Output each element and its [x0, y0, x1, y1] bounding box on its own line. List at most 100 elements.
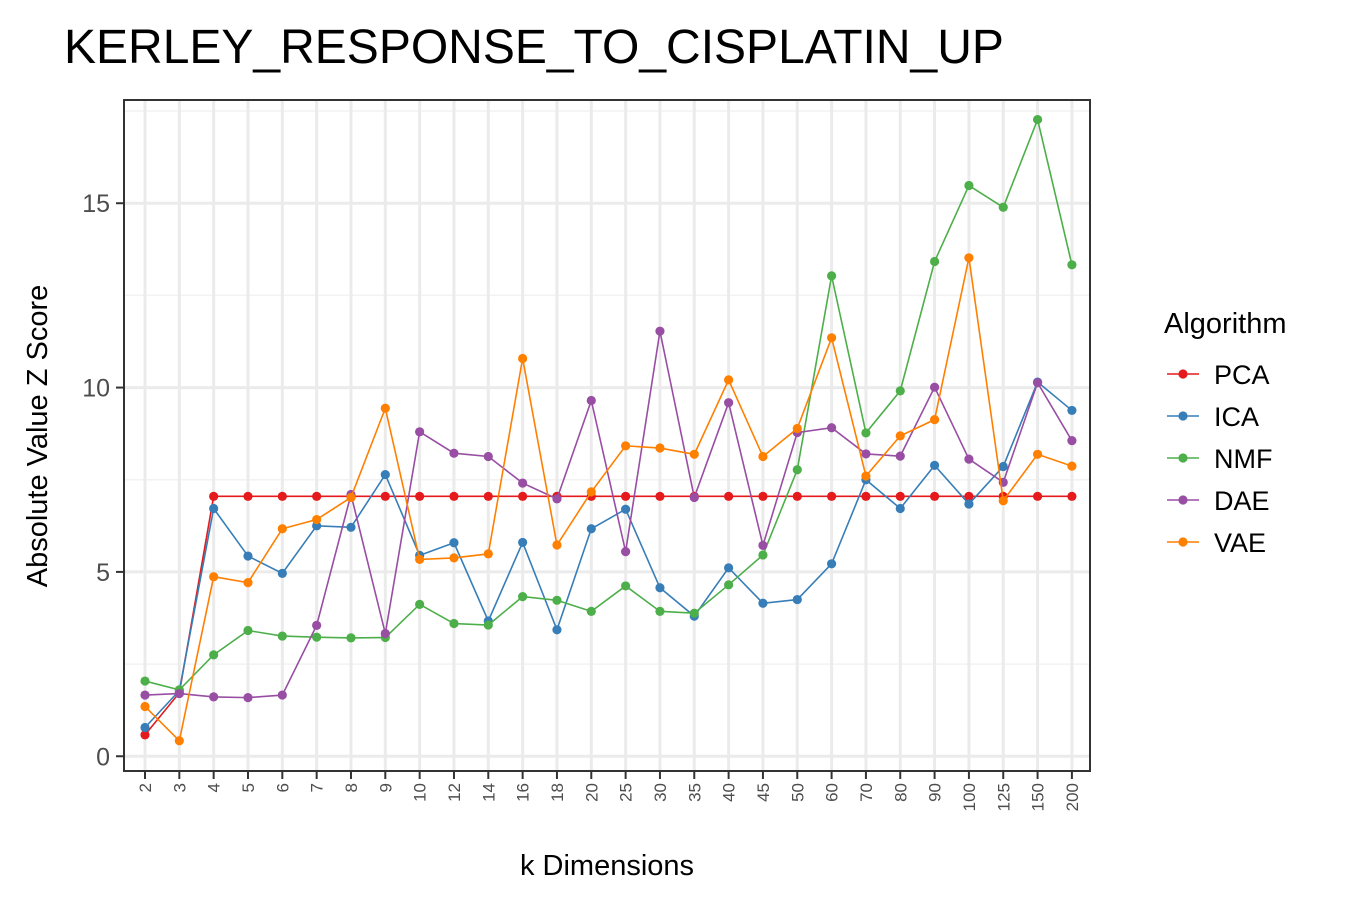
- data-point-vae: [655, 443, 665, 453]
- x-tick-label: 5: [239, 783, 258, 792]
- data-point-pca: [861, 491, 871, 501]
- data-point-dae: [964, 454, 974, 464]
- x-tick-label: 3: [170, 783, 189, 792]
- data-point-dae: [724, 398, 734, 408]
- data-point-vae: [586, 487, 596, 497]
- data-point-vae: [861, 471, 871, 481]
- data-point-vae: [174, 736, 184, 746]
- data-point-nmf: [655, 606, 665, 616]
- plot-background: [124, 100, 1090, 771]
- data-point-nmf: [209, 650, 219, 660]
- data-point-dae: [140, 690, 150, 700]
- data-point-dae: [483, 451, 493, 462]
- data-point-vae: [895, 431, 905, 441]
- data-point-nmf: [552, 595, 562, 605]
- data-point-dae: [895, 451, 905, 461]
- x-tick-label: 6: [273, 783, 292, 792]
- data-point-nmf: [895, 386, 905, 396]
- data-point-ica: [243, 551, 253, 561]
- data-point-vae: [380, 403, 390, 413]
- x-axis-label: k Dimensions: [520, 850, 694, 882]
- data-point-vae: [1067, 461, 1077, 471]
- series-line-ica: [144, 380, 1073, 729]
- data-point-nmf: [1067, 260, 1077, 270]
- data-point-vae: [312, 514, 322, 525]
- data-point-ica: [449, 538, 459, 548]
- data-point-vae: [1032, 449, 1043, 459]
- data-point-ica: [998, 461, 1008, 472]
- x-tick-label: 30: [651, 783, 670, 802]
- data-point-pca: [518, 491, 528, 501]
- series-line-nmf: [144, 116, 1073, 691]
- y-tick-label: 10: [82, 375, 110, 403]
- x-tick-label: 20: [582, 783, 601, 802]
- data-point-ica: [586, 524, 596, 534]
- chart-title: KERLEY_RESPONSE_TO_CISPLATIN_UP: [64, 21, 1004, 74]
- data-point-nmf: [415, 599, 425, 609]
- data-point-pca: [483, 491, 493, 501]
- data-point-ica: [552, 625, 562, 635]
- data-point-dae: [758, 540, 768, 550]
- x-tick-label: 200: [1063, 783, 1082, 811]
- x-tick-label: 14: [479, 783, 498, 802]
- data-point-vae: [758, 451, 768, 462]
- legend-label-vae: VAE: [1214, 528, 1266, 558]
- data-point-dae: [655, 326, 665, 336]
- plot-area: [123, 99, 1091, 772]
- data-point-vae: [827, 333, 837, 343]
- data-point-nmf: [724, 580, 734, 590]
- data-point-ica: [724, 563, 734, 573]
- x-tick-label: 35: [685, 783, 704, 802]
- x-tick-label: 8: [342, 783, 361, 792]
- data-point-pca: [1032, 491, 1043, 501]
- x-tick-label: 150: [1029, 783, 1048, 811]
- data-point-dae: [586, 395, 596, 406]
- data-point-pca: [312, 491, 322, 501]
- data-point-pca: [1067, 491, 1077, 501]
- series-line-pca: [144, 495, 1072, 736]
- legend-items: PCA ICA NMF DAE VAE: [1167, 360, 1272, 558]
- data-point-nmf: [140, 676, 150, 686]
- legend-marker-nmf: [1178, 453, 1188, 463]
- data-point-pca: [621, 491, 631, 501]
- data-point-dae: [312, 620, 322, 630]
- data-point-ica: [655, 583, 665, 593]
- legend-marker-dae: [1178, 495, 1188, 505]
- data-point-ica: [964, 499, 974, 509]
- data-point-nmf: [518, 592, 528, 602]
- x-tick-label: 4: [205, 783, 224, 792]
- data-point-ica: [1067, 405, 1077, 416]
- data-point-pca: [449, 491, 459, 501]
- data-point-vae: [449, 553, 459, 563]
- data-point-nmf: [312, 632, 322, 642]
- data-point-dae: [861, 449, 871, 459]
- data-point-ica: [792, 594, 802, 605]
- data-point-ica: [380, 469, 390, 480]
- data-point-dae: [277, 690, 287, 700]
- legend-label-nmf: NMF: [1214, 444, 1272, 474]
- data-point-pca: [895, 491, 905, 501]
- x-tick-label: 40: [720, 783, 739, 802]
- legend-marker-ica: [1178, 411, 1188, 421]
- legend-title: Algorithm: [1164, 308, 1287, 340]
- data-point-ica: [895, 503, 905, 514]
- data-point-nmf: [861, 428, 871, 438]
- data-point-vae: [552, 540, 562, 550]
- data-point-nmf: [243, 625, 253, 636]
- x-tick-label: 60: [823, 783, 842, 802]
- legend-marker-vae: [1178, 537, 1188, 547]
- plot-border: [123, 99, 1091, 772]
- data-point-dae: [243, 693, 253, 703]
- data-point-nmf: [483, 620, 493, 630]
- x-tick-label: 70: [857, 783, 876, 802]
- data-point-nmf: [964, 180, 974, 191]
- data-point-nmf: [277, 631, 287, 641]
- data-point-vae: [929, 415, 940, 425]
- data-point-pca: [929, 491, 940, 501]
- x-tick-label: 2: [136, 783, 155, 792]
- legend-label-ica: ICA: [1214, 402, 1259, 432]
- x-tick-label: 90: [926, 783, 945, 802]
- x-tick-label: 100: [960, 783, 979, 811]
- legend-label-dae: DAE: [1214, 486, 1270, 516]
- data-point-vae: [483, 549, 493, 559]
